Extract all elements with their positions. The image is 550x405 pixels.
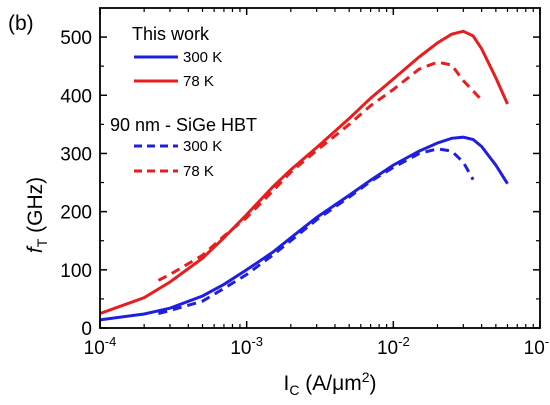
legend-group-title: 90 nm - SiGe HBT: [110, 115, 257, 135]
plot-frame: [99, 7, 541, 329]
y-tick-label: 300: [60, 144, 92, 165]
legend-group-title: This work: [132, 24, 210, 44]
axis-ticks: [99, 8, 541, 329]
plot-area: [99, 29, 509, 322]
series-line-sige-78K: [157, 60, 483, 282]
y-tick-label: 100: [60, 261, 92, 282]
y-tick-label: 0: [81, 319, 92, 340]
series-line-this-work-78K: [99, 29, 509, 315]
series-line-sige-300K: [158, 147, 475, 315]
axis-tick-labels: 0 100 200 300 400 500 10-4 10-3 10-2 10-1: [60, 28, 550, 359]
legend: This work 300 K 78 K 90 nm - SiGe HBT 300 K 7…: [110, 24, 257, 180]
y-tick-label: 200: [60, 203, 92, 224]
legend-label: 300 K: [183, 49, 222, 66]
x-tick-label: 10-1: [524, 334, 550, 359]
legend-label: 300 K: [183, 138, 222, 155]
y-axis-title: fT (GHz): [24, 177, 50, 253]
y-tick-label: 400: [60, 86, 92, 107]
x-tick-label: 10-3: [230, 334, 263, 359]
panel-label: (b): [8, 12, 34, 35]
y-tick-label: 500: [60, 28, 92, 49]
legend-label: 78 K: [183, 73, 214, 90]
x-tick-label: 10-2: [377, 334, 410, 359]
legend-label: 78 K: [183, 163, 214, 180]
x-axis-title: IC (A/μm2): [283, 369, 376, 398]
x-tick-label: 10-4: [84, 334, 117, 359]
